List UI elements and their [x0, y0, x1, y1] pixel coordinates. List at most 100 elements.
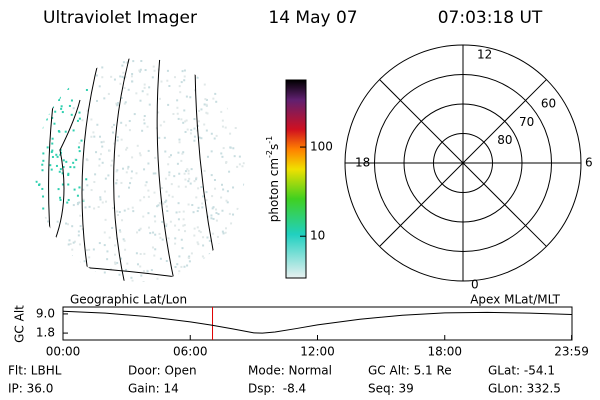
speck: [157, 111, 160, 114]
speck: [86, 184, 89, 187]
speck: [236, 165, 239, 168]
speck: [192, 211, 195, 214]
speck: [42, 159, 45, 162]
speck: [161, 220, 164, 223]
speck: [175, 211, 178, 214]
speck: [41, 126, 44, 129]
speck: [228, 239, 231, 242]
speck: [205, 199, 208, 202]
speck: [174, 242, 177, 245]
speck: [42, 195, 45, 198]
speck: [140, 274, 143, 277]
speck: [196, 268, 199, 271]
speck: [234, 126, 237, 129]
colorbar-tick-label: 10: [310, 229, 325, 243]
speck: [90, 189, 93, 192]
speck: [135, 92, 138, 95]
speck: [123, 102, 126, 105]
speck: [72, 204, 75, 207]
speck: [186, 128, 189, 131]
speck: [118, 229, 121, 232]
speck: [122, 238, 125, 241]
speck: [55, 66, 58, 69]
speck: [58, 130, 61, 133]
speck: [77, 274, 80, 277]
speck: [188, 177, 191, 180]
speck: [147, 189, 150, 192]
speck: [66, 277, 69, 280]
speck: [88, 256, 91, 259]
speck: [98, 164, 101, 167]
altitude-plot: Geographic Lat/Lon Apex MLat/MLT GC Alt 1.8…: [13, 293, 589, 359]
speck: [181, 152, 184, 155]
speck: [61, 183, 64, 186]
speck: [174, 224, 177, 227]
speck: [218, 82, 221, 85]
speck: [184, 120, 187, 123]
speck: [35, 246, 38, 249]
speck: [194, 276, 197, 279]
speck: [176, 162, 179, 165]
speck: [157, 204, 160, 207]
speck: [197, 120, 200, 123]
speck: [173, 175, 176, 178]
speck: [233, 227, 236, 230]
speck: [194, 89, 197, 92]
speck: [112, 207, 115, 210]
speck: [76, 203, 79, 206]
speck: [190, 168, 193, 171]
speck: [101, 66, 104, 69]
speck: [242, 100, 245, 103]
speck: [199, 72, 202, 75]
speck: [158, 202, 161, 205]
speck: [210, 132, 213, 135]
speck: [59, 196, 62, 199]
speck: [63, 265, 66, 268]
speck: [204, 74, 207, 77]
x-tick-label: 18:00: [427, 345, 462, 359]
speck: [110, 164, 113, 167]
speck: [144, 184, 147, 187]
speck: [187, 180, 190, 183]
speck: [220, 152, 223, 155]
speck: [186, 264, 189, 267]
speck: [226, 107, 229, 110]
speck: [114, 263, 117, 266]
speck: [64, 130, 67, 133]
colorbar-tick-label: 100: [310, 140, 333, 154]
speck: [37, 272, 40, 275]
plot-title-right: Apex MLat/MLT: [470, 293, 560, 307]
speck: [217, 213, 220, 216]
speck: [223, 246, 226, 249]
speck: [42, 207, 45, 210]
speck: [120, 97, 123, 100]
speck: [206, 112, 209, 115]
speck: [130, 170, 133, 173]
speck: [196, 76, 199, 79]
speck: [125, 148, 128, 151]
speck: [239, 249, 242, 252]
speck: [82, 198, 85, 201]
speck: [142, 215, 145, 218]
speck: [143, 168, 146, 171]
speck: [148, 103, 151, 106]
speck: [106, 282, 108, 284]
speck: [40, 66, 43, 69]
speck: [214, 92, 217, 95]
colorbar: [285, 79, 307, 279]
speck: [56, 155, 59, 158]
speck: [231, 111, 234, 114]
speck: [228, 212, 231, 215]
speck: [41, 76, 44, 79]
speck: [151, 246, 154, 249]
speck: [127, 207, 130, 210]
speck: [195, 196, 198, 199]
speck: [166, 69, 169, 72]
speck: [80, 66, 83, 69]
speck: [104, 218, 107, 221]
speck: [241, 240, 244, 243]
speck: [86, 159, 89, 162]
speck: [98, 85, 101, 88]
speck: [50, 98, 53, 101]
speck: [180, 159, 183, 162]
